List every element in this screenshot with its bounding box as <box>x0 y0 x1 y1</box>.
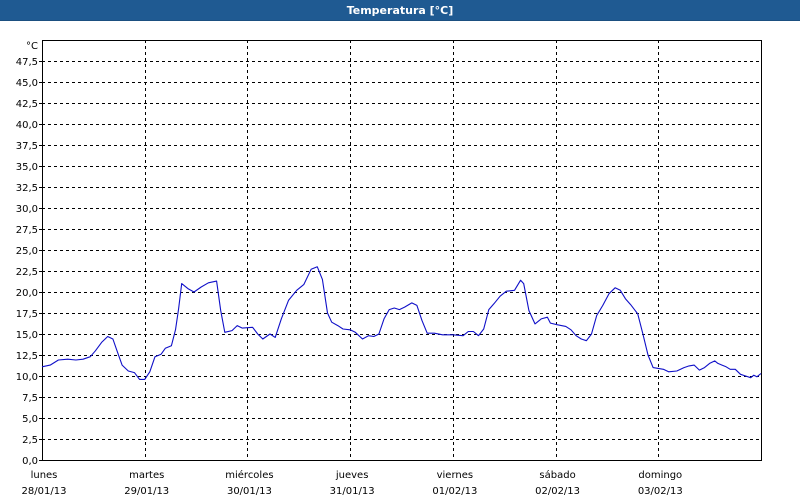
y-tick-label: 2,5 <box>22 435 38 446</box>
y-tick-label: 10,0 <box>16 372 38 383</box>
x-tick-label-date: 02/02/13 <box>535 486 580 497</box>
x-tick-label-date: 28/01/13 <box>22 486 67 497</box>
x-tick-label-date: 03/02/13 <box>638 486 683 497</box>
plot-frame <box>42 40 762 461</box>
y-tick-label: 12,5 <box>16 351 38 362</box>
y-tick-label: 25,0 <box>16 246 38 257</box>
y-tick-label: 22,5 <box>16 267 38 278</box>
x-tick-label-day: martes <box>129 470 164 481</box>
y-axis-unit-label: °C <box>26 41 38 52</box>
x-tick-label-date: 31/01/13 <box>330 486 375 497</box>
x-tick-label-day: lunes <box>31 470 58 481</box>
plot-area <box>42 40 761 460</box>
y-tick-label: 37,5 <box>16 141 38 152</box>
x-tick-label-day: miércoles <box>225 469 273 481</box>
x-tick-label-day: viernes <box>437 470 473 481</box>
y-tick-label: 30,0 <box>16 204 38 215</box>
y-tick-label: 27,5 <box>16 225 38 236</box>
y-tick-label: 40,0 <box>16 120 38 131</box>
y-tick-label: 5,0 <box>22 414 38 425</box>
y-tick-label: 0,0 <box>22 456 38 467</box>
y-tick-label: 35,0 <box>16 162 38 173</box>
y-tick-label: 32,5 <box>16 183 38 194</box>
x-tick-label-date: 30/01/13 <box>227 486 272 497</box>
x-tick-label-day: domingo <box>638 470 682 481</box>
y-tick-label: 17,5 <box>16 309 38 320</box>
y-tick-label: 15,0 <box>16 330 38 341</box>
y-tick-label: 20,0 <box>16 288 38 299</box>
y-tick-label: 42,5 <box>16 99 38 110</box>
y-tick-label: 47,5 <box>16 57 38 68</box>
y-tick-label: 45,0 <box>16 78 38 89</box>
temperature-series-line <box>41 266 762 380</box>
x-tick-label-date: 01/02/13 <box>432 486 477 497</box>
y-tick-label: 7,5 <box>22 393 38 404</box>
x-tick-label-day: jueves <box>335 470 369 481</box>
window-title: Temperatura [°C] <box>0 0 800 21</box>
x-tick-label-day: sábado <box>539 469 575 481</box>
x-tick-label-date: 29/01/13 <box>124 486 169 497</box>
